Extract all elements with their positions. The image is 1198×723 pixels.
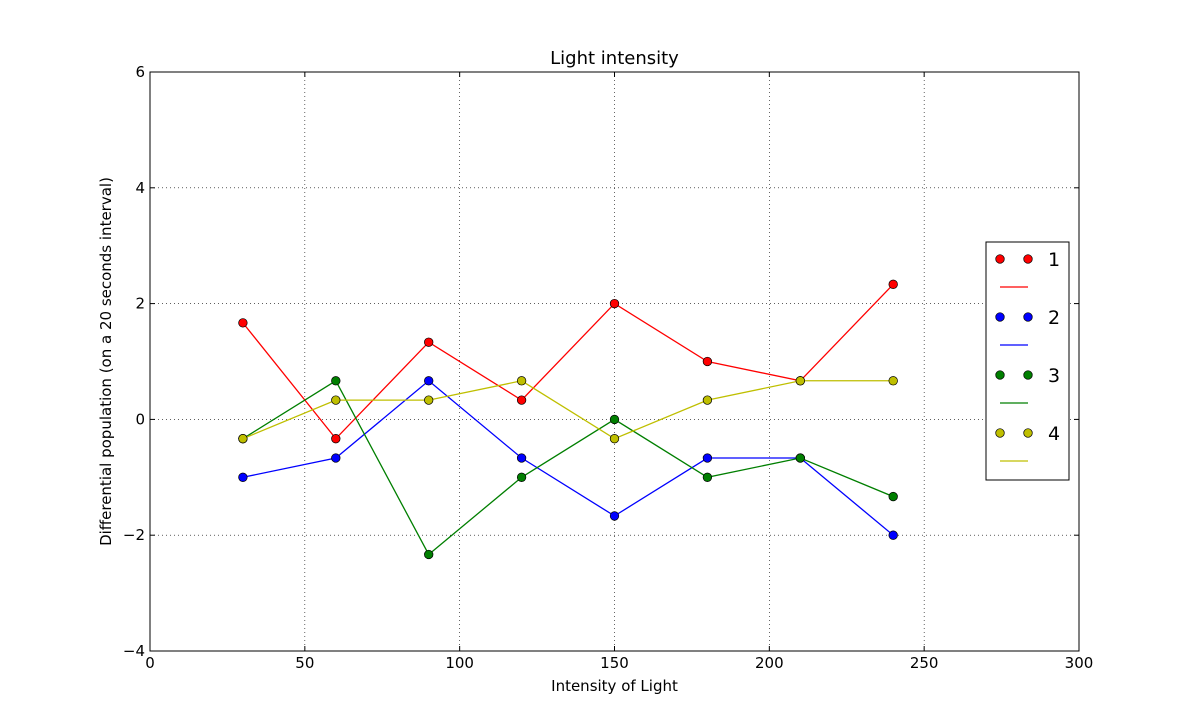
chart-title: Light intensity: [550, 48, 679, 69]
legend-label: 4: [1048, 423, 1060, 445]
y-tick-label: 2: [135, 295, 145, 313]
plot-area-frame: [149, 71, 1080, 652]
data-point: [238, 472, 248, 482]
series-line: [242, 379, 894, 556]
legend-marker: [1023, 428, 1033, 438]
data-point: [702, 472, 713, 482]
x-tick-label: 150: [600, 654, 629, 672]
y-tick-label: −4: [123, 642, 145, 660]
data-point: [795, 453, 805, 463]
series-lines: [238, 279, 898, 560]
data-point: [702, 453, 713, 463]
data-point: [888, 279, 898, 289]
y-tick-label: 0: [135, 410, 145, 428]
data-point: [702, 395, 713, 405]
y-axis-title: Differential population (on a 20 seconds…: [97, 177, 115, 546]
x-tick-label: 300: [1065, 654, 1094, 672]
legend: 1 2 3 4: [985, 241, 1070, 481]
x-tick-label: 0: [145, 654, 155, 672]
y-tick-label: −2: [123, 526, 145, 544]
data-point: [888, 376, 898, 386]
data-point: [424, 395, 434, 405]
series-1: [238, 279, 898, 444]
legend-marker: [1023, 254, 1033, 264]
data-point: [516, 376, 527, 386]
y-tick-label: 6: [135, 63, 145, 81]
legend-label: 2: [1048, 307, 1060, 329]
legend-marker: [1023, 370, 1033, 380]
data-point: [331, 376, 341, 386]
legend-marker: [995, 428, 1005, 438]
legend-entry-4: 4: [995, 423, 1060, 462]
series-line: [242, 380, 894, 440]
x-tick-label: 200: [755, 654, 784, 672]
data-point: [516, 472, 527, 482]
data-point: [424, 549, 434, 560]
data-point: [424, 376, 434, 386]
data-point: [609, 511, 620, 521]
legend-marker: [1023, 312, 1033, 322]
data-point: [331, 395, 341, 405]
data-point: [331, 434, 341, 444]
data-point: [795, 376, 805, 386]
legend-marker: [995, 254, 1005, 264]
legend-entry-3: 3: [995, 365, 1060, 404]
data-point: [331, 453, 341, 463]
data-point: [888, 530, 898, 540]
series-line: [242, 379, 894, 536]
legend-entry-2: 2: [995, 307, 1060, 346]
data-point: [702, 356, 713, 367]
data-point: [516, 395, 527, 405]
data-point: [238, 318, 248, 328]
data-point: [609, 298, 620, 309]
data-point: [888, 491, 898, 502]
legend-frame: [985, 241, 1070, 481]
data-point: [516, 453, 527, 463]
legend-entry-1: 1: [995, 249, 1060, 288]
x-tick-label: 250: [910, 654, 939, 672]
x-tick-labels: 0 50 100 150 200 250 300: [145, 654, 1093, 672]
legend-label: 3: [1048, 365, 1060, 387]
data-point: [609, 414, 620, 425]
y-tick-label: 4: [135, 179, 145, 197]
legend-marker: [995, 312, 1005, 322]
series-line: [242, 283, 894, 440]
series-4: [238, 376, 898, 444]
data-point: [238, 434, 248, 444]
x-tick-label: 50: [295, 654, 314, 672]
data-point: [609, 434, 620, 444]
legend-marker: [995, 370, 1005, 380]
y-tick-labels: −4 −2 0 2 4 6: [123, 63, 145, 660]
legend-label: 1: [1048, 249, 1060, 271]
x-tick-label: 100: [445, 654, 474, 672]
data-point: [424, 337, 434, 347]
x-axis-title: Intensity of Light: [551, 677, 678, 695]
